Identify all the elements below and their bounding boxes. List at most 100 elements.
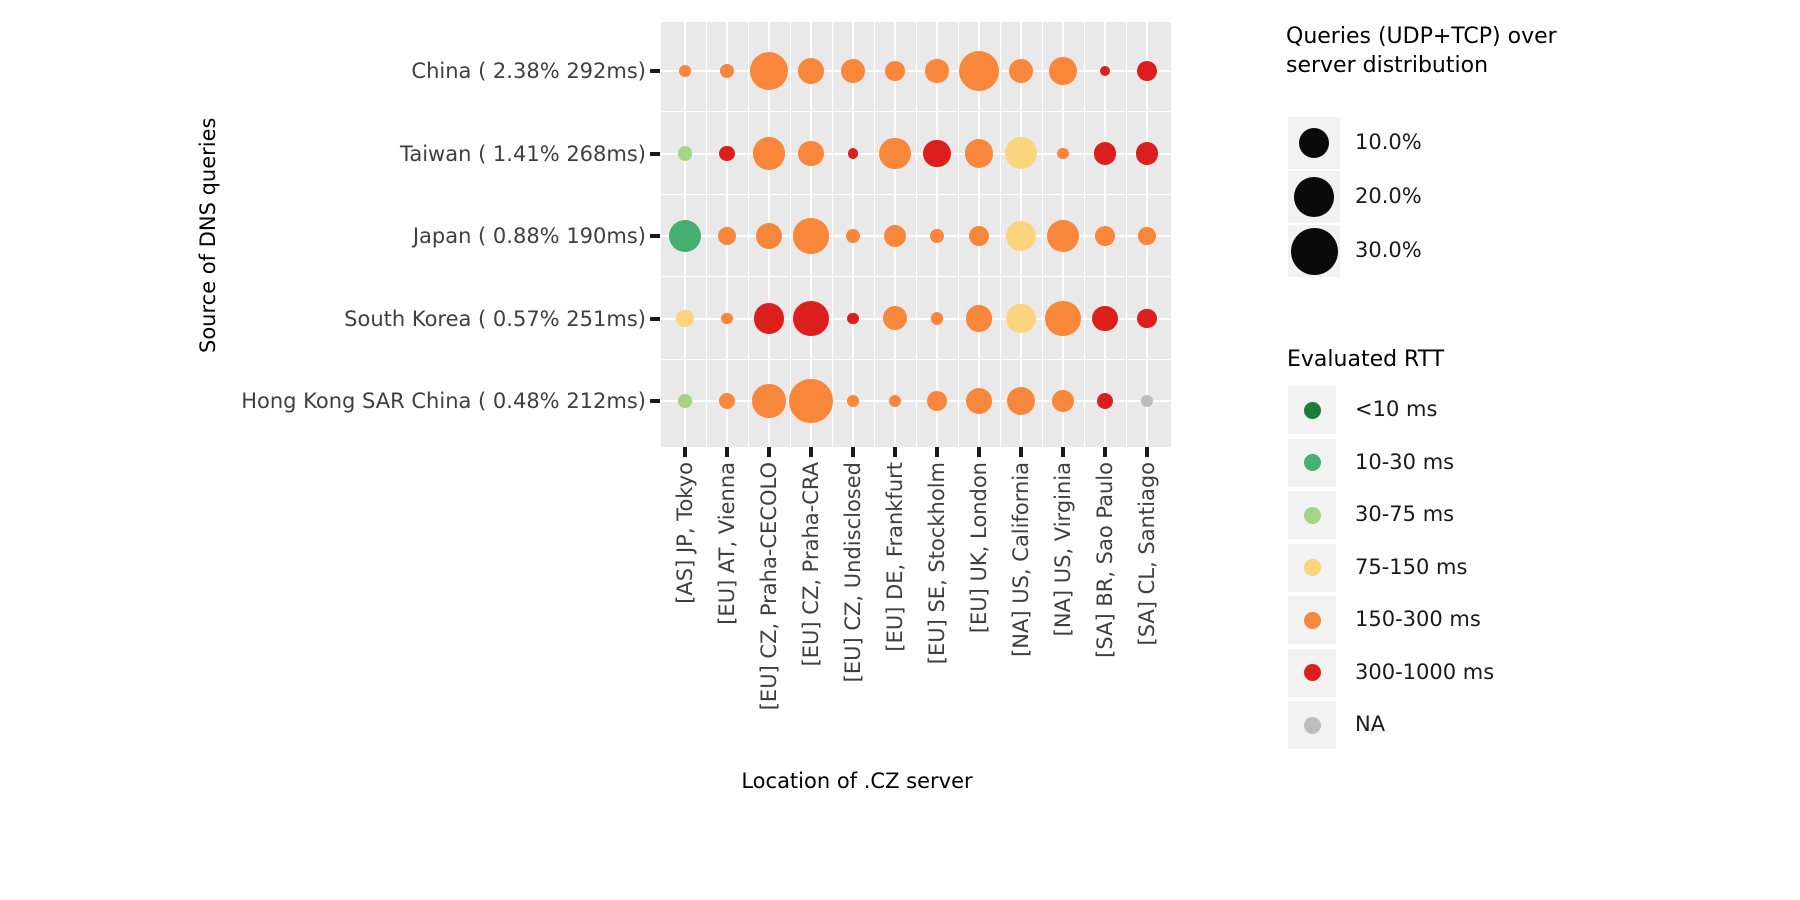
gridline-vertical-minor: [1041, 22, 1043, 447]
bubble-r1-c9: [1057, 147, 1069, 160]
y-tick-label-2: Japan ( 0.88% 190ms): [412, 224, 646, 248]
rtt-legend-label-6: NA: [1355, 712, 1386, 736]
gridline-horizontal-major: [661, 400, 1171, 402]
x-tick-label-3: [EU] CZ, Praha-CRA: [799, 462, 823, 667]
bubble-r4-c2: [752, 384, 786, 418]
x-axis-tick: [767, 447, 771, 457]
rtt-legend-dot-75-150: [1303, 559, 1321, 576]
bubble-r0-c6: [925, 59, 949, 83]
y-axis-tick: [650, 316, 660, 321]
rtt-legend-dot-30-75: [1303, 506, 1321, 524]
rtt-legend-label-5: 300-1000 ms: [1355, 659, 1495, 684]
bubble-r1-c8: [1004, 137, 1037, 170]
bubble-r2-c4: [845, 228, 861, 244]
bubble-r0-c4: [840, 58, 865, 83]
bubble-r3-c11: [1137, 308, 1157, 329]
rtt-legend-key-3: [1288, 543, 1336, 592]
x-axis-title: Location of .CZ server: [741, 769, 973, 793]
bubble-r1-c5: [879, 137, 911, 170]
bubble-r4-c8: [1006, 386, 1036, 416]
x-axis-tick: [683, 447, 687, 457]
rtt-legend-label-0: <10 ms: [1355, 397, 1438, 421]
rtt-legend-label-3: 75-150 ms: [1355, 554, 1468, 579]
size-legend-dot: [1294, 177, 1334, 217]
rtt-legend-key-2: [1288, 491, 1336, 539]
rtt-legend-dot-10-30: [1303, 454, 1321, 471]
x-axis-tick: [1019, 447, 1023, 457]
rtt-legend-dot-<10: [1303, 401, 1321, 419]
bubble-r1-c2: [752, 137, 786, 170]
bubble-r2-c5: [883, 224, 907, 248]
bubble-r0-c9: [1049, 57, 1077, 85]
gridline-horizontal-major: [661, 235, 1171, 237]
gridline-horizontal-minor: [661, 193, 1171, 195]
bubble-r4-c11: [1141, 395, 1153, 407]
gridline-horizontal-major: [661, 152, 1171, 155]
x-tick-label-8: [NA] US, California: [1009, 462, 1033, 657]
rtt-legend-dot-150-300: [1303, 611, 1321, 629]
size-legend-label-1: 20.0%: [1355, 184, 1422, 208]
bubble-r4-c9: [1051, 389, 1075, 413]
bubble-r3-c4: [847, 312, 859, 325]
x-axis-tick: [809, 447, 813, 457]
x-tick-label-9: [NA] US, Virginia: [1051, 462, 1075, 637]
gridline-vertical-minor: [705, 22, 707, 447]
rtt-legend-label-4: 150-300 ms: [1355, 607, 1481, 631]
bubble-r2-c2: [756, 223, 782, 249]
size-legend-label-2: 30.0%: [1355, 238, 1422, 262]
size-legend-dot: [1299, 128, 1329, 158]
gridline-horizontal-minor: [661, 111, 1171, 113]
x-axis-tick: [851, 447, 855, 457]
y-tick-label-1: Taiwan ( 1.41% 268ms): [399, 141, 646, 166]
gridline-vertical-minor: [831, 22, 833, 447]
gridline-horizontal-major: [661, 70, 1171, 72]
size-legend-key-2: [1288, 225, 1340, 277]
size-legend-dot: [1290, 227, 1338, 275]
gridline-horizontal-minor: [661, 358, 1171, 360]
bubble-r4-c1: [718, 392, 736, 410]
bubble-r1-c1: [719, 145, 735, 162]
x-axis-tick: [725, 447, 729, 457]
x-axis-tick: [935, 447, 939, 457]
bubble-r4-c0: [678, 394, 692, 408]
rtt-legend-title: Evaluated RTT: [1287, 347, 1445, 372]
y-tick-label-3: South Korea ( 0.57% 251ms): [344, 306, 646, 331]
bubble-r4-c10: [1096, 392, 1114, 410]
x-axis-tick: [977, 447, 981, 457]
rtt-legend-dot-NA: [1303, 716, 1321, 734]
bubble-r3-c3: [793, 300, 829, 336]
bubble-r1-c0: [677, 146, 693, 161]
x-axis-tick: [1103, 447, 1107, 457]
bubble-r0-c10: [1099, 65, 1111, 77]
size-legend-key-0: [1288, 117, 1340, 169]
x-axis-tick: [1061, 447, 1065, 457]
gridline-vertical-minor: [873, 22, 875, 447]
gridline-vertical-minor: [1083, 22, 1085, 447]
bubble-r1-c3: [798, 140, 824, 167]
bubble-r1-c10: [1093, 142, 1116, 165]
bubble-r0-c5: [884, 60, 906, 82]
rtt-legend-key-4: [1288, 596, 1336, 644]
y-axis-tick: [650, 234, 660, 238]
bubble-r4-c3: [789, 379, 833, 423]
bubble-r3-c7: [965, 305, 993, 332]
bubble-r3-c10: [1092, 305, 1118, 332]
gridline-vertical-minor: [999, 22, 1001, 447]
bubble-r2-c11: [1138, 227, 1156, 245]
rtt-legend-dot-300-1000: [1303, 664, 1321, 681]
bubble-r3-c2: [753, 303, 785, 334]
size-legend-title: Queries (UDP+TCP) over server distributi…: [1286, 24, 1557, 78]
x-tick-label-5: [EU] DE, Frankfurt: [883, 462, 907, 652]
bubble-r3-c1: [721, 312, 733, 325]
bubble-r1-c11: [1135, 142, 1158, 165]
bubble-r3-c9: [1045, 300, 1081, 337]
rtt-legend-label-1: 10-30 ms: [1355, 449, 1455, 474]
bubble-r0-c0: [679, 65, 691, 77]
bubble-r0-c8: [1008, 58, 1033, 83]
gridline-vertical-minor: [1125, 22, 1127, 447]
bubble-r2-c1: [718, 227, 736, 245]
rtt-legend-key-1: [1288, 438, 1336, 487]
y-axis-tick: [650, 151, 660, 156]
bubble-r4-c4: [846, 394, 860, 408]
